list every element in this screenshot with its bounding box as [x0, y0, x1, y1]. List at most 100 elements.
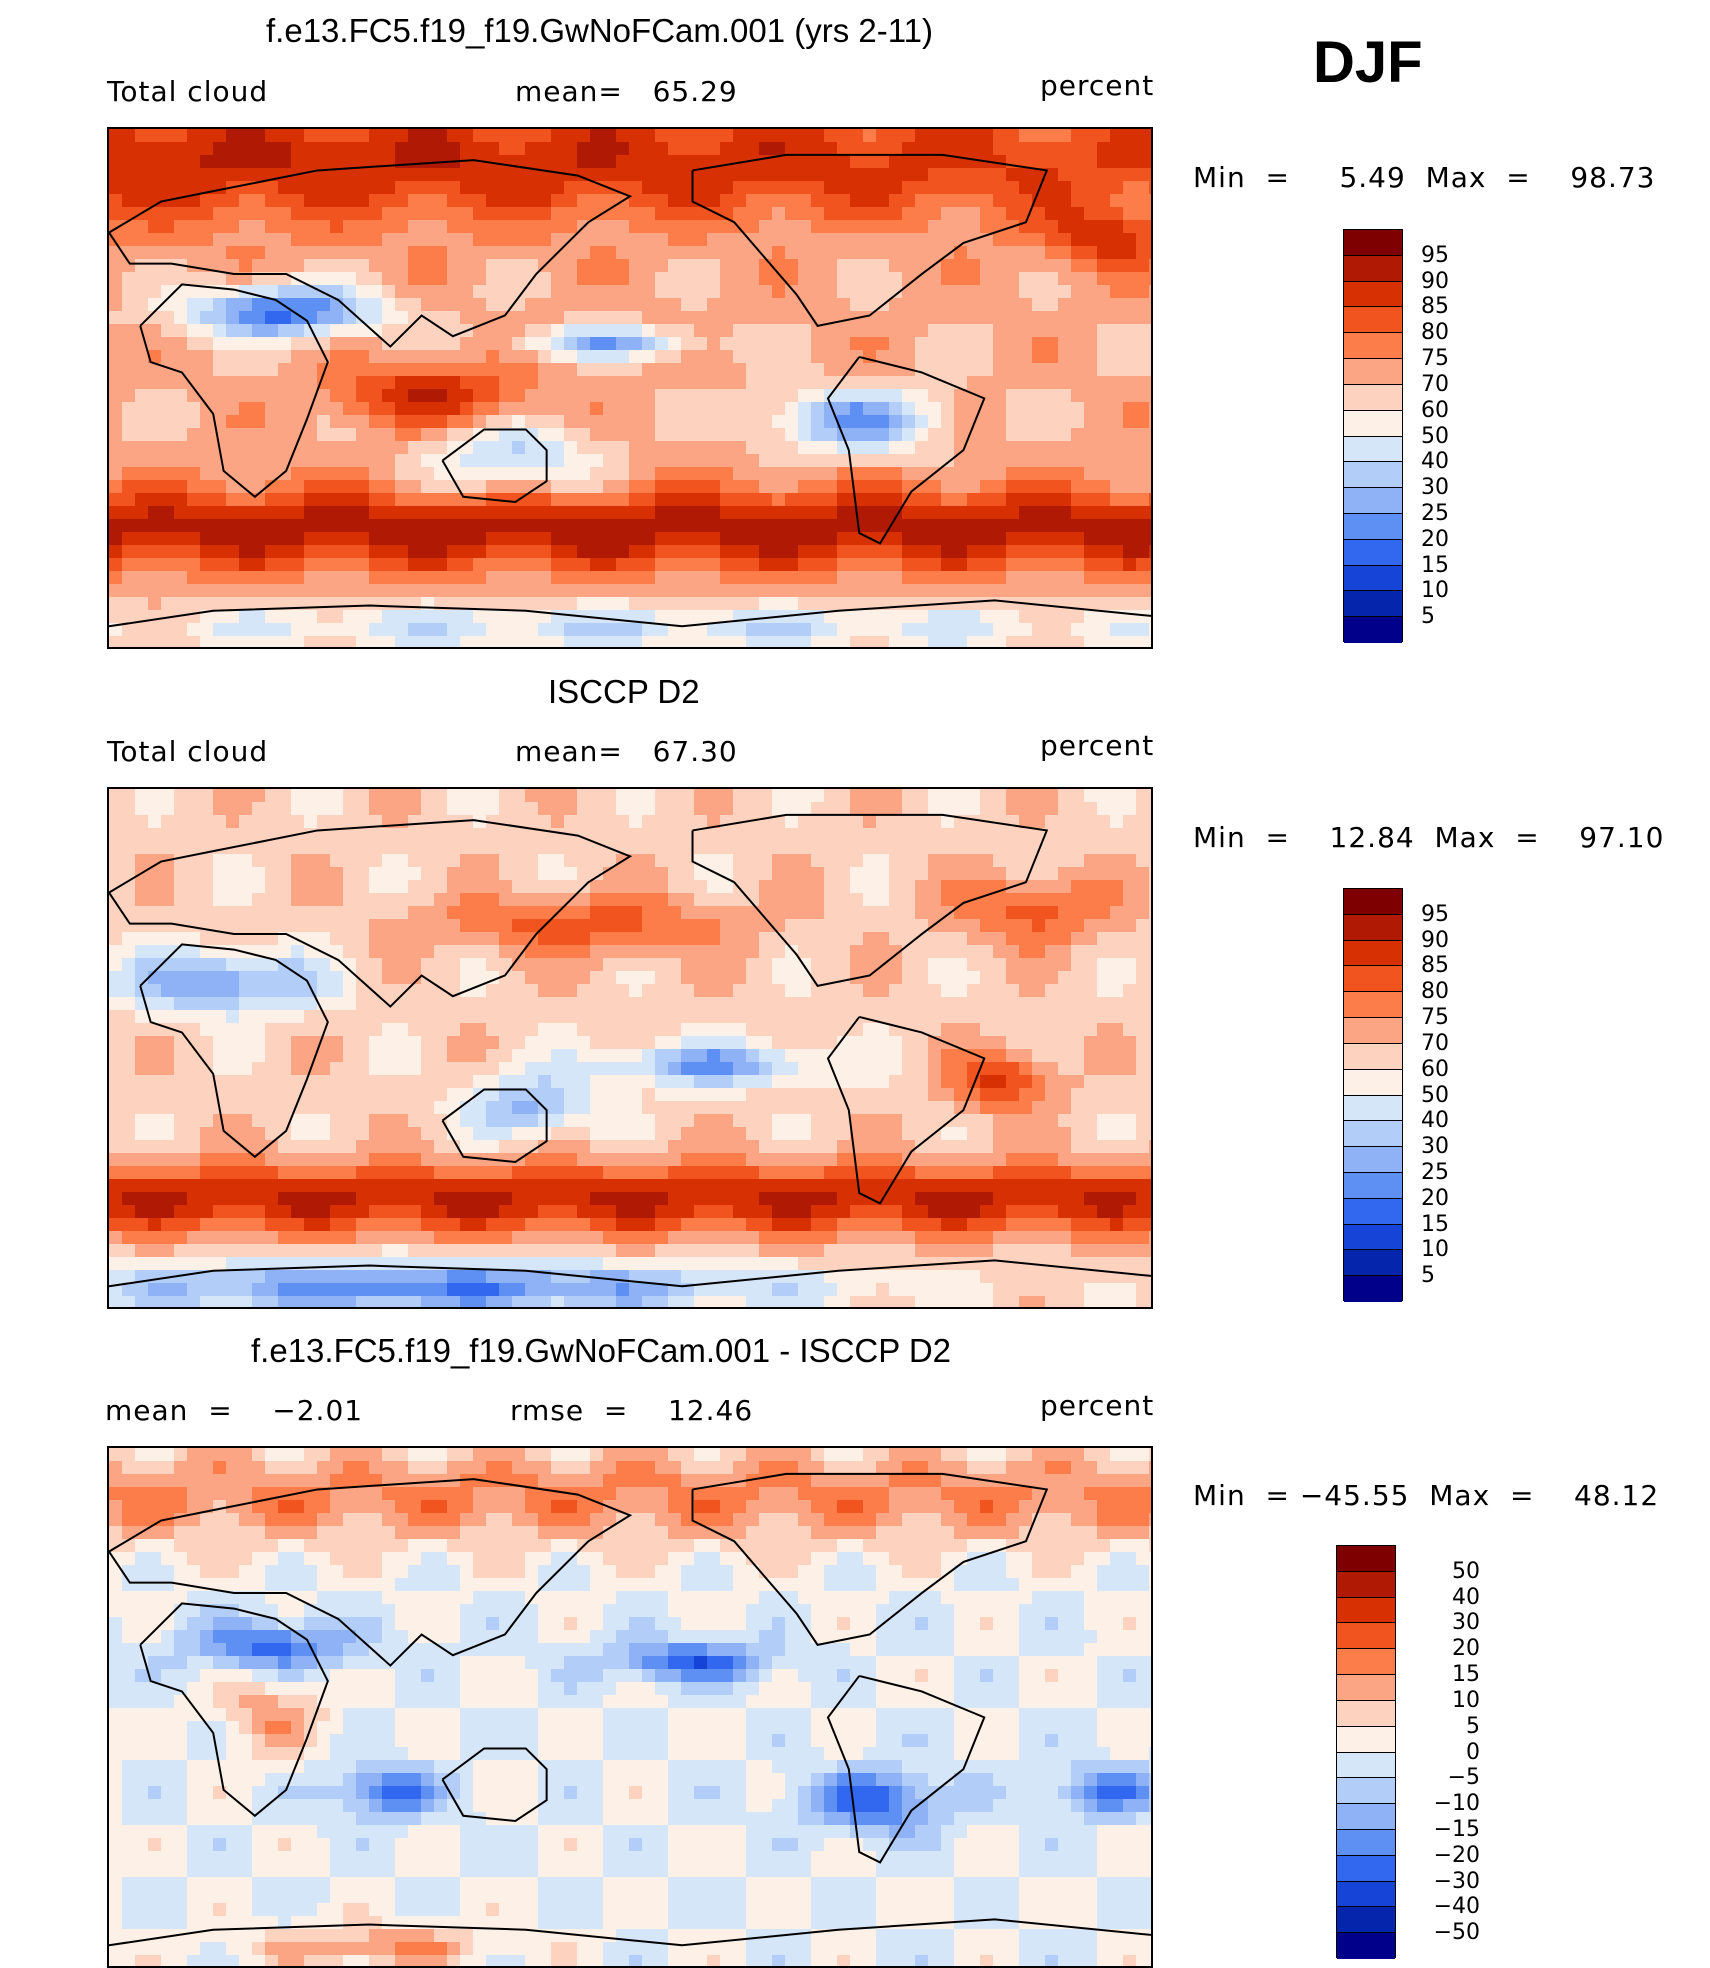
- map-field-cell: [317, 194, 331, 208]
- map-field-cell: [577, 841, 591, 855]
- map-field-cell: [512, 971, 526, 985]
- map-field-cell: [239, 636, 253, 647]
- map-field-cell: [1123, 142, 1137, 156]
- map-field-cell: [1084, 493, 1098, 507]
- map-field-cell: [863, 789, 877, 803]
- map-field-cell: [239, 129, 253, 143]
- map-field-cell: [720, 571, 734, 585]
- map-field-cell: [928, 220, 942, 234]
- map-field-cell: [720, 168, 734, 182]
- map-field-cell: [642, 997, 656, 1011]
- map-field-cell: [902, 623, 916, 637]
- map-field-cell: [1149, 402, 1151, 416]
- map-field-cell: [642, 298, 656, 312]
- map-field-cell: [733, 233, 747, 247]
- map-field-cell: [564, 155, 578, 169]
- map-field-cell: [265, 246, 279, 260]
- map-field-cell: [603, 945, 617, 959]
- map-field-cell: [447, 337, 461, 351]
- map-field-cell: [395, 207, 409, 221]
- map-field-cell: [798, 350, 812, 364]
- map-field-cell: [694, 350, 708, 364]
- map-field-cell: [850, 363, 864, 377]
- map-field-cell: [122, 610, 136, 624]
- map-field-cell: [577, 285, 591, 299]
- map-field-cell: [915, 1010, 929, 1024]
- map-field-cell: [1019, 789, 1033, 803]
- map-field-cell: [1071, 181, 1085, 195]
- map-field-cell: [551, 337, 565, 351]
- map-field-cell: [967, 493, 981, 507]
- map-field-cell: [798, 207, 812, 221]
- map-field-cell: [1110, 311, 1124, 325]
- map-field-cell: [512, 597, 526, 611]
- map-field-cell: [1019, 571, 1033, 585]
- map-field-cell: [408, 129, 422, 143]
- map-field-cell: [317, 841, 331, 855]
- map-field-cell: [473, 623, 487, 637]
- map-field-cell: [720, 233, 734, 247]
- map-field-cell: [759, 558, 773, 572]
- map-field-cell: [720, 984, 734, 998]
- map-field-cell: [499, 802, 513, 816]
- map-field-cell: [616, 880, 630, 894]
- map-field-cell: [161, 802, 175, 816]
- map-field-cell: [460, 584, 474, 598]
- map-field-cell: [629, 142, 643, 156]
- map-field-cell: [148, 311, 162, 325]
- map-field-cell: [616, 532, 630, 546]
- map-field-cell: [187, 841, 201, 855]
- map-field-cell: [668, 181, 682, 195]
- map-field-cell: [265, 259, 279, 273]
- map-field-cell: [577, 337, 591, 351]
- map-field-cell: [434, 932, 448, 946]
- map-field-cell: [330, 571, 344, 585]
- map-field-cell: [902, 389, 916, 403]
- map-field-cell: [1149, 324, 1151, 338]
- map-field-cell: [447, 789, 461, 803]
- map-field-cell: [460, 519, 474, 533]
- map-field-cell: [668, 194, 682, 208]
- map-field-cell: [642, 129, 656, 143]
- map-field-cell: [291, 389, 305, 403]
- map-field-cell: [356, 233, 370, 247]
- map-field-cell: [239, 828, 253, 842]
- colorbar-tick-label: 85: [1421, 294, 1449, 320]
- map-field-cell: [785, 519, 799, 533]
- map-field-cell: [317, 623, 331, 637]
- map-field-cell: [304, 506, 318, 520]
- map-field-cell: [1123, 519, 1137, 533]
- map-field-cell: [863, 636, 877, 647]
- map-field-cell: [642, 207, 656, 221]
- panel-1-min-max: Min = 5.49 Max = 98.73: [1193, 161, 1656, 194]
- map-field-cell: [759, 194, 773, 208]
- map-field-cell: [1136, 311, 1150, 325]
- map-field-cell: [239, 207, 253, 221]
- map-field-cell: [122, 893, 136, 907]
- map-field-cell: [187, 532, 201, 546]
- map-field-cell: [1032, 919, 1046, 933]
- map-field-cell: [642, 1036, 656, 1050]
- map-field-cell: [1058, 841, 1072, 855]
- map-field-cell: [252, 584, 266, 598]
- map-field-cell: [902, 584, 916, 598]
- map-field-cell: [174, 285, 188, 299]
- map-field-cell: [889, 207, 903, 221]
- map-field-cell: [655, 207, 669, 221]
- map-field-cell: [941, 636, 955, 647]
- map-field-cell: [200, 623, 214, 637]
- map-field-cell: [161, 207, 175, 221]
- map-field-cell: [1123, 194, 1137, 208]
- map-field-cell: [200, 428, 214, 442]
- map-field-cell: [824, 984, 838, 998]
- map-field-cell: [252, 880, 266, 894]
- map-field-cell: [811, 867, 825, 881]
- map-field-cell: [499, 867, 513, 881]
- map-field-cell: [967, 168, 981, 182]
- map-field-cell: [785, 129, 799, 143]
- map-field-cell: [837, 610, 851, 624]
- map-field-cell: [304, 906, 318, 920]
- map-field-cell: [1019, 402, 1033, 416]
- map-field-cell: [239, 493, 253, 507]
- map-field-cell: [642, 441, 656, 455]
